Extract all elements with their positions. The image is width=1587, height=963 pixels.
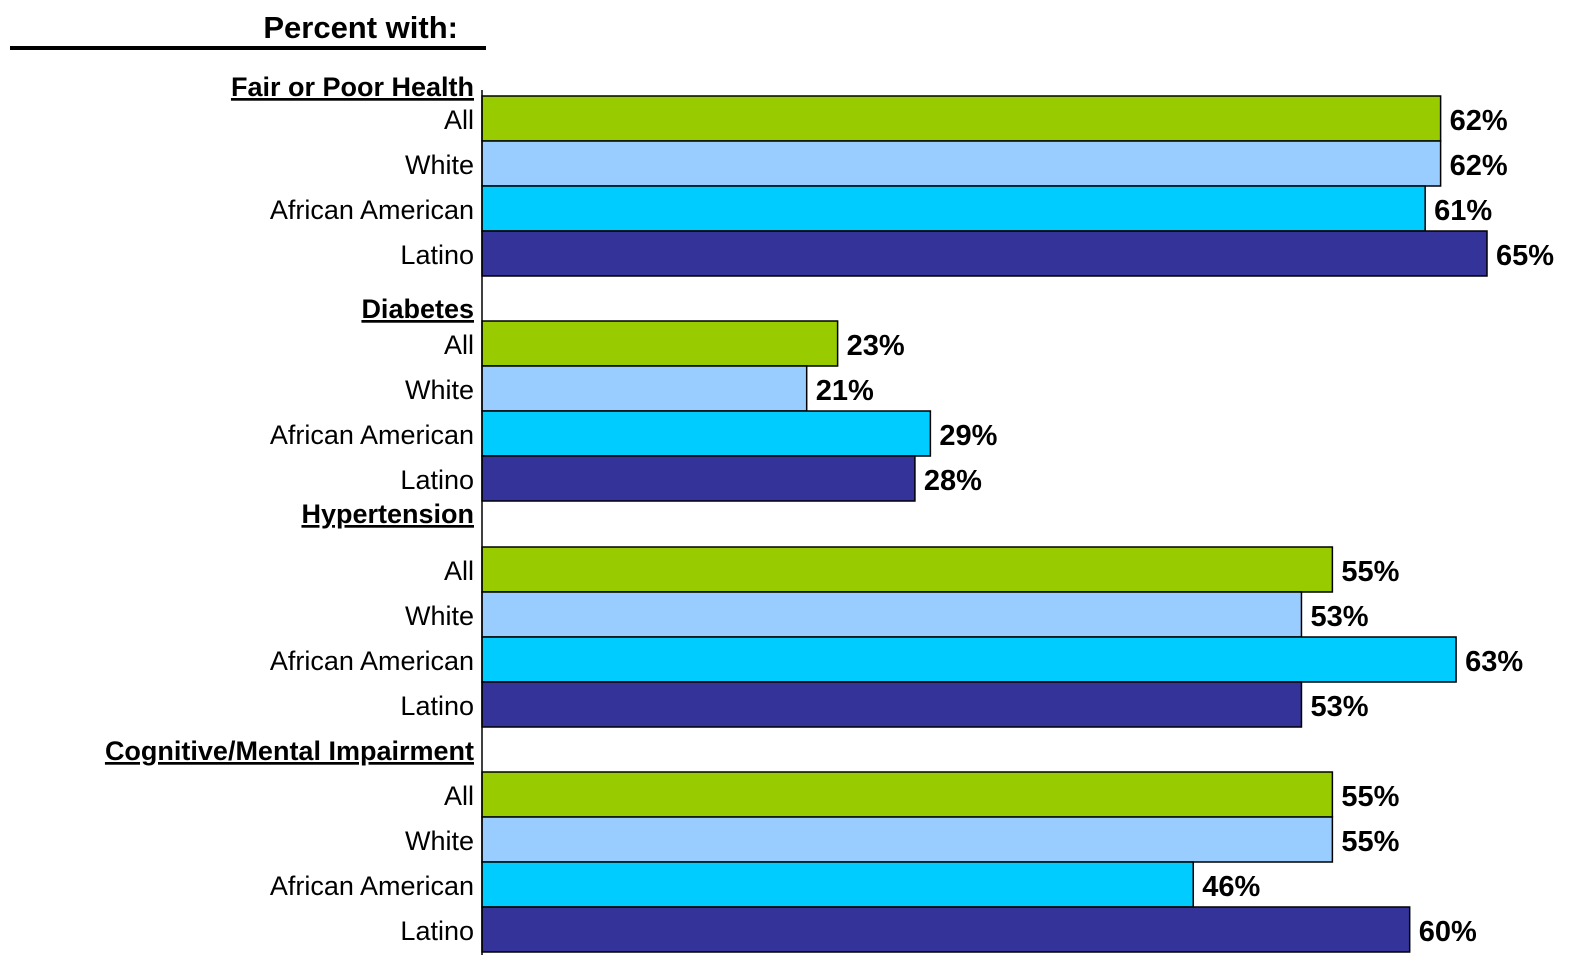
value-label-diabetes-african-american: 29% [939,420,997,452]
bar-hypertension-white [481,591,1303,638]
category-label-hypertension-african-american: African American [270,646,474,676]
bar-hypertension-latino [481,681,1303,728]
group-label-hypertension: Hypertension [301,499,474,529]
value-label-cognitive-mental-impairment-white: 55% [1341,826,1399,858]
value-label-cognitive-mental-impairment-all: 55% [1341,781,1399,813]
value-label-hypertension-african-american: 63% [1465,646,1523,678]
value-label-diabetes-all: 23% [847,330,905,362]
bar-cognitive-mental-impairment-latino [481,906,1411,953]
category-label-fair-or-poor-health-white: White [405,150,474,180]
bar-diabetes-white [481,365,808,412]
value-label-fair-or-poor-health-white: 62% [1450,150,1508,182]
bar-fair-or-poor-health-all [481,95,1442,142]
value-label-fair-or-poor-health-latino: 65% [1496,240,1554,272]
category-label-cognitive-mental-impairment-white: White [405,826,474,856]
category-label-diabetes-latino: Latino [400,465,474,495]
bar-fair-or-poor-health-african-american [481,185,1426,232]
bar-hypertension-african-american [481,636,1457,683]
value-label-hypertension-latino: 53% [1310,691,1368,723]
value-label-hypertension-white: 53% [1310,601,1368,633]
category-label-cognitive-mental-impairment-latino: Latino [400,916,474,946]
group-label-cognitive-mental-impairment: Cognitive/Mental Impairment [105,736,474,766]
bar-cognitive-mental-impairment-all [481,771,1334,818]
category-label-diabetes-african-american: African American [270,420,474,450]
group-label-fair-or-poor-health: Fair or Poor Health [231,72,474,102]
category-label-fair-or-poor-health-latino: Latino [400,240,474,270]
category-label-hypertension-white: White [405,601,474,631]
bar-diabetes-latino [481,455,916,502]
value-label-fair-or-poor-health-all: 62% [1450,105,1508,137]
value-label-hypertension-all: 55% [1341,556,1399,588]
value-label-diabetes-latino: 28% [924,465,982,497]
bar-cognitive-mental-impairment-white [481,816,1334,863]
bar-hypertension-all [481,546,1334,593]
chart-heading: Percent with: [263,10,458,45]
category-label-hypertension-all: All [444,556,474,586]
category-label-fair-or-poor-health-all: All [444,105,474,135]
category-label-cognitive-mental-impairment-all: All [444,781,474,811]
category-label-diabetes-all: All [444,330,474,360]
bar-cognitive-mental-impairment-african-american [481,861,1194,908]
bar-fair-or-poor-health-white [481,140,1442,187]
bar-diabetes-all [481,320,839,367]
value-label-fair-or-poor-health-african-american: 61% [1434,195,1492,227]
category-label-cognitive-mental-impairment-african-american: African American [270,871,474,901]
category-label-hypertension-latino: Latino [400,691,474,721]
bar-diabetes-african-american [481,410,932,457]
category-label-diabetes-white: White [405,375,474,405]
bar-fair-or-poor-health-latino [481,230,1488,277]
category-label-fair-or-poor-health-african-american: African American [270,195,474,225]
value-label-diabetes-white: 21% [816,375,874,407]
group-label-diabetes: Diabetes [361,294,474,324]
value-label-cognitive-mental-impairment-latino: 60% [1419,916,1477,948]
value-label-cognitive-mental-impairment-african-american: 46% [1202,871,1260,903]
